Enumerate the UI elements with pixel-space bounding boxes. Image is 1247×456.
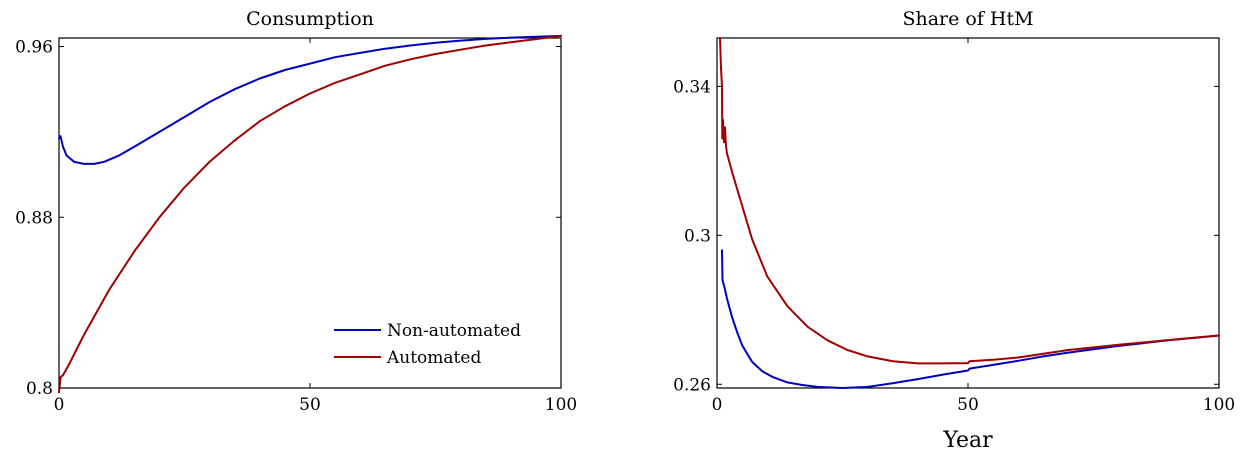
- series-line-automated: [58, 34, 562, 394]
- x-tick-label: 0: [54, 395, 65, 415]
- y-tick-label: 0.88: [15, 208, 53, 228]
- y-tick-label: 0.3: [684, 226, 711, 246]
- series-group: [719, 37, 1220, 389]
- consumption-chart: Consumption 0 50 100 0.8 0.88 0.96 Non-automa…: [15, 8, 577, 415]
- share-of-htm-chart: Share of HtM 0 50 100 0.26 0.3 0.34 Year: [673, 8, 1235, 453]
- x-tick-label: 50: [957, 395, 979, 415]
- plot-area-frame: [716, 37, 1220, 389]
- x-tick-label: 50: [299, 395, 321, 415]
- series-group: [58, 34, 562, 394]
- y-tick-label: 0.8: [26, 379, 53, 399]
- chart-title: Share of HtM: [902, 8, 1033, 30]
- chart-title: Consumption: [246, 8, 374, 30]
- y-tick-label: 0.96: [15, 38, 53, 58]
- x-tick-label: 0: [712, 395, 723, 415]
- series-line-non-automated: [58, 34, 562, 165]
- y-tick-label: 0.26: [673, 375, 711, 395]
- series-line-blue: [721, 249, 1220, 389]
- legend-label-non-automated: Non-automated: [387, 321, 521, 341]
- tick-group: 0 50 100 0.26 0.3 0.34: [673, 38, 1235, 415]
- x-tick-label: 100: [1203, 395, 1235, 415]
- legend-box: [329, 314, 547, 372]
- x-axis-label: Year: [942, 428, 993, 453]
- x-tick-label: 100: [545, 395, 577, 415]
- y-tick-label: 0.34: [673, 77, 711, 97]
- legend-label-automated: Automated: [386, 348, 481, 368]
- series-line-red: [719, 37, 1220, 365]
- tick-group: 0 50 100 0.8 0.88 0.96: [15, 38, 577, 415]
- legend: Non-automated Automated: [329, 314, 547, 372]
